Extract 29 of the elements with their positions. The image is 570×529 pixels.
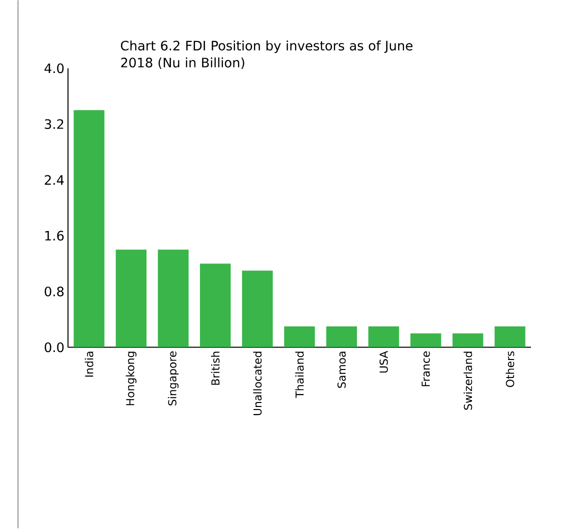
x-tick-label: Samoa <box>337 352 346 388</box>
bar <box>326 326 357 348</box>
x-tick-label: Swizerland <box>464 352 472 410</box>
x-tick-label: Singapore <box>168 352 179 406</box>
x-tick-label: India <box>84 352 94 377</box>
x-tick-label: Thailand <box>295 352 304 398</box>
y-tick-label: 2.4 <box>44 175 64 185</box>
bar <box>284 326 315 348</box>
x-tick-label: British <box>211 352 220 386</box>
x-tick-label: Hongkong <box>126 352 136 406</box>
y-tick-label: 1.6 <box>45 231 64 241</box>
y-tick-label: 3.2 <box>44 119 64 130</box>
chart-title: Chart 6.2 FDI Position by investors as of June 2018 (Nu in Billion) <box>120 40 412 70</box>
x-tick-label: USA <box>380 351 388 373</box>
x-tick-label: France <box>422 352 430 386</box>
bar <box>452 334 484 348</box>
x-tick-label: Unallocated <box>253 352 262 416</box>
x-tick-label: Others <box>506 352 514 388</box>
bar <box>158 250 189 348</box>
y-tick-label: 0.8 <box>44 286 64 297</box>
y-tick-label: 4.0 <box>44 64 64 74</box>
bar <box>74 110 104 348</box>
bar <box>410 334 442 348</box>
bar <box>200 264 231 348</box>
bar <box>368 326 400 348</box>
bar <box>242 270 273 348</box>
bar <box>494 326 526 348</box>
y-tick-label: 0.0 <box>44 342 64 352</box>
bar <box>116 250 147 348</box>
